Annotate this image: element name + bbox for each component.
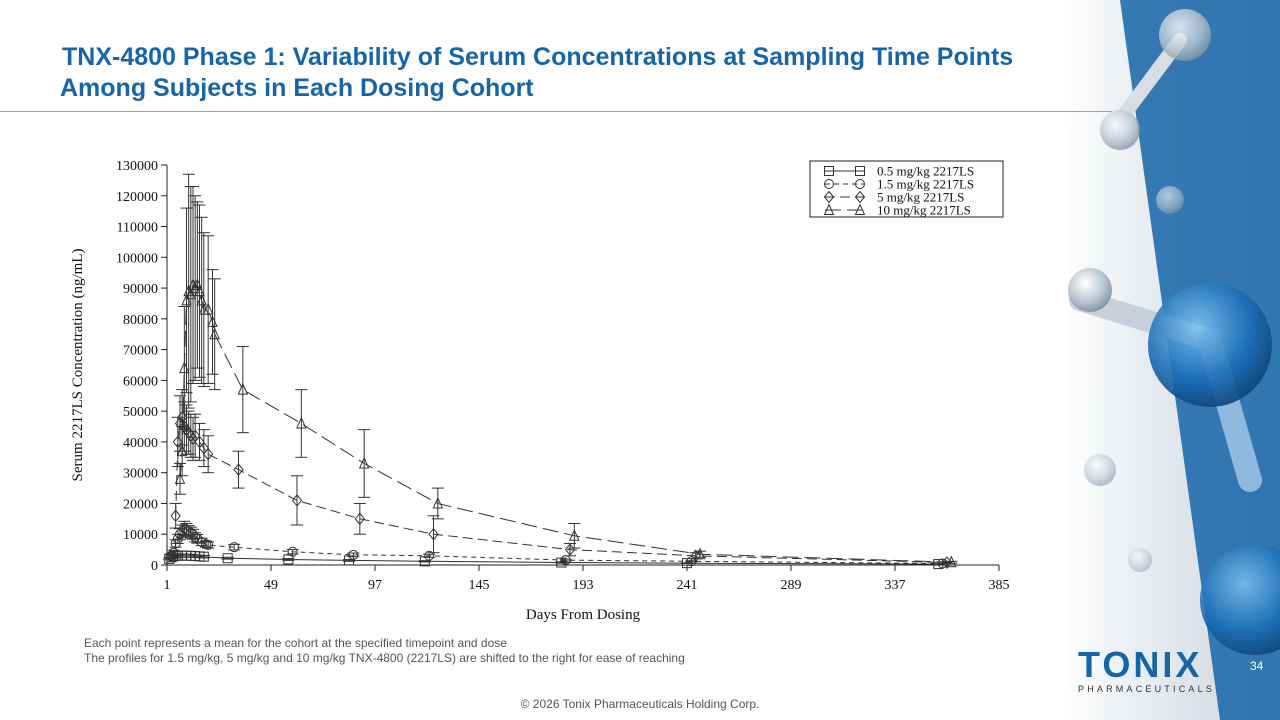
legend-marker xyxy=(824,179,834,189)
series-line xyxy=(179,283,952,563)
data-point xyxy=(233,463,244,476)
page-number: 34 xyxy=(1250,659,1264,673)
tonix-logo: TONIX PHARMACEUTICALS xyxy=(1078,644,1216,698)
x-axis-label: Days From Dosing xyxy=(526,607,641,623)
slide-title: TNX-4800 Phase 1: Variability of Serum C… xyxy=(60,42,1100,104)
data-point xyxy=(172,435,183,449)
data-point xyxy=(176,444,188,457)
data-point xyxy=(177,411,188,424)
data-point xyxy=(203,540,214,550)
x-tick-label: 1 xyxy=(164,578,171,593)
legend-entry: 10 mg/kg 2217LS xyxy=(877,203,971,218)
title-divider xyxy=(0,111,1112,112)
x-tick-label: 289 xyxy=(781,578,802,593)
y-tick-label: 130000 xyxy=(116,159,158,174)
x-tick-label: 193 xyxy=(573,578,594,593)
data-point xyxy=(237,382,249,395)
data-point xyxy=(946,555,957,568)
data-point xyxy=(424,550,435,561)
data-point xyxy=(283,554,294,565)
series-line xyxy=(175,415,948,563)
data-point xyxy=(166,550,177,561)
data-point xyxy=(358,456,370,469)
data-point xyxy=(682,558,692,569)
y-tick-label: 100000 xyxy=(116,251,158,266)
x-tick-label: 145 xyxy=(469,578,490,593)
slide-title-line1: TNX-4800 Phase 1: Variability of Serum C… xyxy=(62,43,1014,71)
data-point xyxy=(190,532,201,543)
decorative-molecule-background xyxy=(1060,0,1280,720)
legend-marker xyxy=(854,190,866,204)
data-point xyxy=(174,472,186,484)
logo-wordmark: TONIX xyxy=(1078,644,1203,685)
y-tick-label: 120000 xyxy=(116,190,158,205)
y-tick-label: 50000 xyxy=(123,405,158,420)
slide-title-line2: Among Subjects in Each Dosing Cohort xyxy=(60,74,534,102)
data-point xyxy=(209,327,220,340)
legend-marker xyxy=(855,166,865,176)
x-tick-label: 385 xyxy=(989,578,1010,593)
chart-panel xyxy=(60,129,1068,685)
y-tick-label: 0 xyxy=(151,559,158,574)
legend-marker xyxy=(854,203,866,215)
data-point xyxy=(203,447,214,461)
copyright-notice: © 2026 Tonix Pharmaceuticals Holding Cor… xyxy=(520,697,760,711)
data-point xyxy=(348,549,359,560)
data-point xyxy=(222,553,233,564)
y-tick-label: 10000 xyxy=(123,528,158,543)
data-point xyxy=(428,527,439,541)
series-triangle xyxy=(174,173,958,568)
series-circle xyxy=(165,520,949,569)
chart-axes: 0 10000 20000 30000 40000 50000 60000 70000 8000… xyxy=(70,159,1010,623)
legend-marker xyxy=(855,179,865,189)
data-point xyxy=(569,529,580,541)
data-point xyxy=(432,496,444,509)
y-tick-label: 110000 xyxy=(117,221,158,236)
data-point xyxy=(354,512,365,526)
y-tick-label: 80000 xyxy=(123,313,158,328)
footnote: Each point represents a mean for the coh… xyxy=(84,636,685,666)
chart-series xyxy=(163,173,958,570)
series-diamond xyxy=(169,389,953,569)
concentration-chart: 0 10000 20000 30000 40000 50000 60000 70000 8000… xyxy=(70,159,1010,623)
x-tick-label: 49 xyxy=(264,578,278,593)
legend-marker xyxy=(823,190,835,204)
footnote-line1: Each point represents a mean for the coh… xyxy=(84,636,507,650)
data-point xyxy=(229,542,240,553)
data-point xyxy=(287,546,298,557)
data-point xyxy=(296,416,307,429)
data-point xyxy=(291,494,303,507)
y-tick-label: 60000 xyxy=(123,374,158,389)
y-tick-label: 70000 xyxy=(123,344,158,359)
legend-entry: 1.5 mg/kg 2217LS xyxy=(877,177,974,192)
data-point xyxy=(170,509,181,523)
x-tick-label: 337 xyxy=(885,578,906,593)
data-point xyxy=(694,547,706,560)
x-tick-label: 97 xyxy=(368,578,382,593)
x-tick-label: 241 xyxy=(677,578,698,593)
data-point xyxy=(202,302,214,315)
y-tick-label: 90000 xyxy=(123,282,158,297)
legend-marker xyxy=(823,203,835,215)
legend-box xyxy=(809,160,1004,218)
data-point xyxy=(168,547,179,558)
y-axis-label: Serum 2217LS Concentration (ng/mL) xyxy=(70,249,86,482)
data-point xyxy=(198,551,209,562)
legend-entry: 5 mg/kg 2217LS xyxy=(877,190,964,205)
y-tick-label: 20000 xyxy=(123,497,158,512)
logo-subtitle: PHARMACEUTICALS xyxy=(1078,684,1216,694)
data-point xyxy=(172,533,183,544)
legend-marker xyxy=(824,166,834,176)
y-tick-label: 30000 xyxy=(123,467,158,482)
data-point xyxy=(187,432,199,446)
legend-entry: 0.5 mg/kg 2217LS xyxy=(877,164,974,179)
y-tick-label: 40000 xyxy=(123,436,158,451)
footnote-line2: The profiles for 1.5 mg/kg, 5 mg/kg and … xyxy=(84,651,685,665)
